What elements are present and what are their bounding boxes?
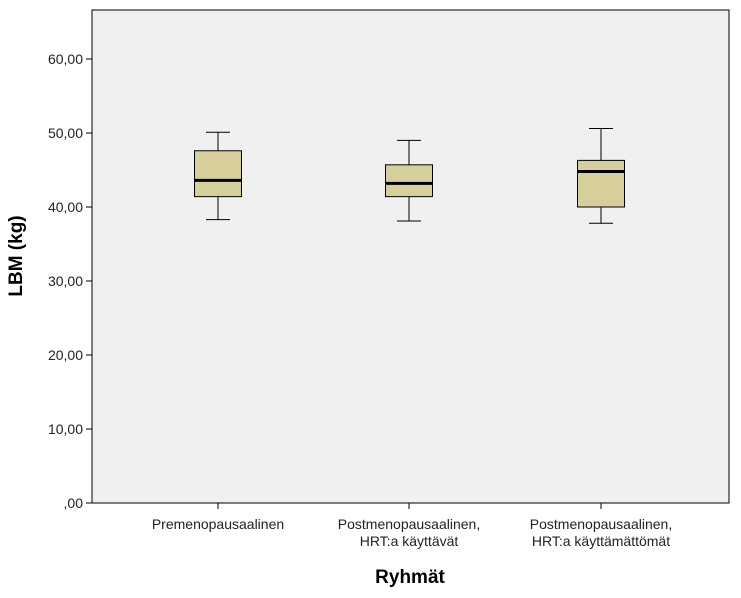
plot-area (91, 9, 730, 504)
box-group (194, 131, 242, 221)
y-tick-label: 40,00 (48, 199, 83, 215)
y-tick-label: 60,00 (48, 51, 83, 67)
x-tick-label: Postmenopausaalinen, (530, 516, 672, 532)
x-tick-label: Postmenopausaalinen, (338, 516, 480, 532)
iqr-box (385, 164, 433, 198)
iqr-box (194, 150, 242, 198)
y-tick-label: ,00 (64, 495, 84, 511)
box-group (385, 139, 433, 222)
y-tick-label: 10,00 (48, 421, 83, 437)
iqr-box (577, 159, 625, 208)
x-axis-title: Ryhmät (375, 567, 445, 588)
y-tick-label: 30,00 (48, 273, 83, 289)
x-tick-label: HRT:a käyttämättömät (532, 533, 670, 549)
box-group (577, 128, 625, 224)
boxes (194, 128, 625, 224)
y-tick-label: 50,00 (48, 125, 83, 141)
x-tick-label: HRT:a käyttävät (360, 533, 459, 549)
x-axis: Premenopausaalinen Postmenopausaalinen,HR… (152, 503, 672, 549)
y-axis: ,00 10,00 20,00 30,00 40,00 50,00 60,00 (48, 51, 92, 511)
y-tick-label: 20,00 (48, 347, 83, 363)
x-tick-label: Premenopausaalinen (152, 516, 284, 532)
y-axis-title: LBM (kg) (6, 215, 27, 296)
